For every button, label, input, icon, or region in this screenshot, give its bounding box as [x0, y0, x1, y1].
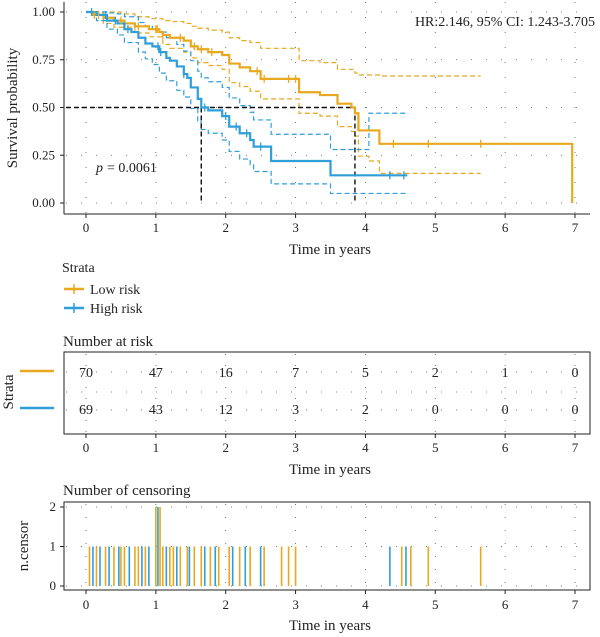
risk-table-title: Number at risk: [63, 334, 153, 350]
censoring-x-tick-label: 5: [432, 597, 439, 612]
censoring-x-tick-label: 0: [83, 597, 90, 612]
censoring-y-title: n.censor: [16, 521, 32, 571]
censoring-bars: [88, 507, 482, 586]
risk-x-tick-label: 6: [502, 440, 509, 455]
censoring-frame: [63, 501, 591, 591]
hr-annotation: HR:2.146, 95% CI: 1.243-3.705: [415, 15, 595, 30]
risk-x-tick-label: 1: [153, 440, 160, 455]
km-x-tick-label: 7: [572, 220, 579, 235]
risk-count-low-risk: 47: [149, 366, 163, 381]
risk-count-low-risk: 0: [572, 366, 579, 381]
risk-count-high-risk: 12: [219, 403, 233, 418]
risk-count-low-risk: 5: [362, 366, 369, 381]
risk-x-tick-label: 0: [83, 440, 90, 455]
legend-item-high-risk: High risk: [64, 302, 143, 317]
km-x-axis-title: Time in years: [289, 242, 371, 258]
censoring-panel: Number of censoring 0 1 2 0 1 2 3 4 5 6 7 n.censo…: [16, 483, 591, 634]
km-y-tick-label: 0.00: [32, 195, 55, 210]
km-x-tick-label: 2: [222, 220, 229, 235]
risk-count-high-risk: 3: [292, 403, 299, 418]
legend-title: Strata: [62, 261, 95, 276]
risk-count-low-risk: 7: [292, 366, 299, 381]
censoring-y-axis: 0 1 2: [50, 499, 64, 593]
ci-lower-high-risk: [86, 11, 408, 195]
km-y-tick-label: 0.75: [32, 52, 55, 67]
risk-table-panel: Number at risk 70 47 16 7 5 2 1 069 43 12 3 2 0 0 0 St…: [1, 334, 591, 478]
km-curves: [86, 10, 574, 203]
censoring-x-tick-label: 7: [572, 597, 579, 612]
km-x-axis: 0 1 2 3 4 5 6 7: [64, 213, 590, 235]
median-survival-lines: [66, 106, 356, 203]
censoring-x-title: Time in years: [289, 618, 371, 634]
censoring-x-tick-label: 1: [153, 597, 160, 612]
ci-upper-low-risk: [86, 11, 481, 77]
km-x-tick-label: 4: [362, 220, 369, 235]
km-x-tick-label: 1: [153, 220, 160, 235]
km-y-tick-label: 0.50: [32, 100, 55, 115]
risk-x-tick-label: 4: [362, 440, 369, 455]
risk-count-high-risk: 0: [432, 403, 439, 418]
km-y-axis: 0.00 0.25 0.50 0.75 1.00: [32, 2, 65, 214]
p-value-annotation: p = 0.0061: [95, 161, 157, 176]
ci-upper-high-risk: [86, 11, 408, 151]
risk-count-low-risk: 70: [79, 366, 93, 381]
km-x-tick-label: 5: [432, 220, 439, 235]
p-value: = 0.0061: [107, 161, 157, 176]
censoring-title: Number of censoring: [63, 483, 191, 499]
risk-table-frame: [63, 351, 591, 435]
censoring-x-tick-label: 6: [502, 597, 509, 612]
risk-count-high-risk: 43: [149, 403, 163, 418]
censoring-y-tick-label: 1: [50, 539, 57, 554]
km-grid: [66, 2, 590, 214]
risk-x-tick-label: 3: [292, 440, 299, 455]
km-x-tick-label: 3: [292, 220, 299, 235]
censoring-x-axis: 0 1 2 3 4 5 6 7: [83, 590, 579, 612]
risk-count-low-risk: 16: [219, 366, 233, 381]
risk-table-grid: [66, 354, 588, 432]
risk-count-low-risk: 1: [502, 366, 509, 381]
risk-count-high-risk: 69: [79, 403, 93, 418]
legend-label-high-risk: High risk: [90, 302, 143, 317]
km-y-tick-label: 0.25: [32, 147, 55, 162]
risk-count-high-risk: 0: [502, 403, 509, 418]
legend-label-low-risk: Low risk: [90, 283, 140, 298]
risk-table-x-axis: 0 1 2 3 4 5 6 7: [83, 434, 579, 455]
censoring-y-tick-label: 0: [50, 578, 57, 593]
legend-item-low-risk: Low risk: [64, 283, 140, 298]
censoring-x-tick-label: 4: [362, 597, 369, 612]
p-symbol: p: [95, 161, 103, 176]
risk-count-high-risk: 0: [572, 403, 579, 418]
risk-x-tick-label: 7: [572, 440, 579, 455]
km-panel: 0.00 0.25 0.50 0.75 1.00 0 1 2 3 4 5 6 7 Survival p…: [5, 2, 595, 258]
risk-table-y-title: Strata: [1, 374, 17, 409]
risk-table-values: 70 47 16 7 5 2 1 0 69 43 12 3 2 0 0 0: [79, 366, 579, 418]
km-curve-low-risk: [86, 10, 574, 203]
risk-table-x-title: Time in years: [289, 462, 371, 478]
censoring-x-tick-label: 3: [292, 597, 299, 612]
ci-lower-low-risk: [86, 11, 481, 174]
censoring-y-tick-label: 2: [50, 499, 57, 514]
risk-count-low-risk: 2: [432, 366, 439, 381]
km-y-tick-label: 1.00: [32, 4, 55, 19]
legend: Strata Low risk High risk: [62, 261, 143, 317]
risk-x-tick-label: 5: [432, 440, 439, 455]
risk-count-high-risk: 2: [362, 403, 369, 418]
km-x-tick-label: 0: [83, 220, 90, 235]
km-confidence-bands: [86, 11, 481, 195]
km-x-tick-label: 6: [502, 220, 509, 235]
censoring-x-tick-label: 2: [222, 597, 229, 612]
km-y-axis-title: Survival probability: [5, 47, 21, 168]
km-curve-high-risk: [86, 10, 408, 177]
risk-x-tick-label: 2: [222, 440, 229, 455]
km-censor-marks: [90, 8, 482, 180]
